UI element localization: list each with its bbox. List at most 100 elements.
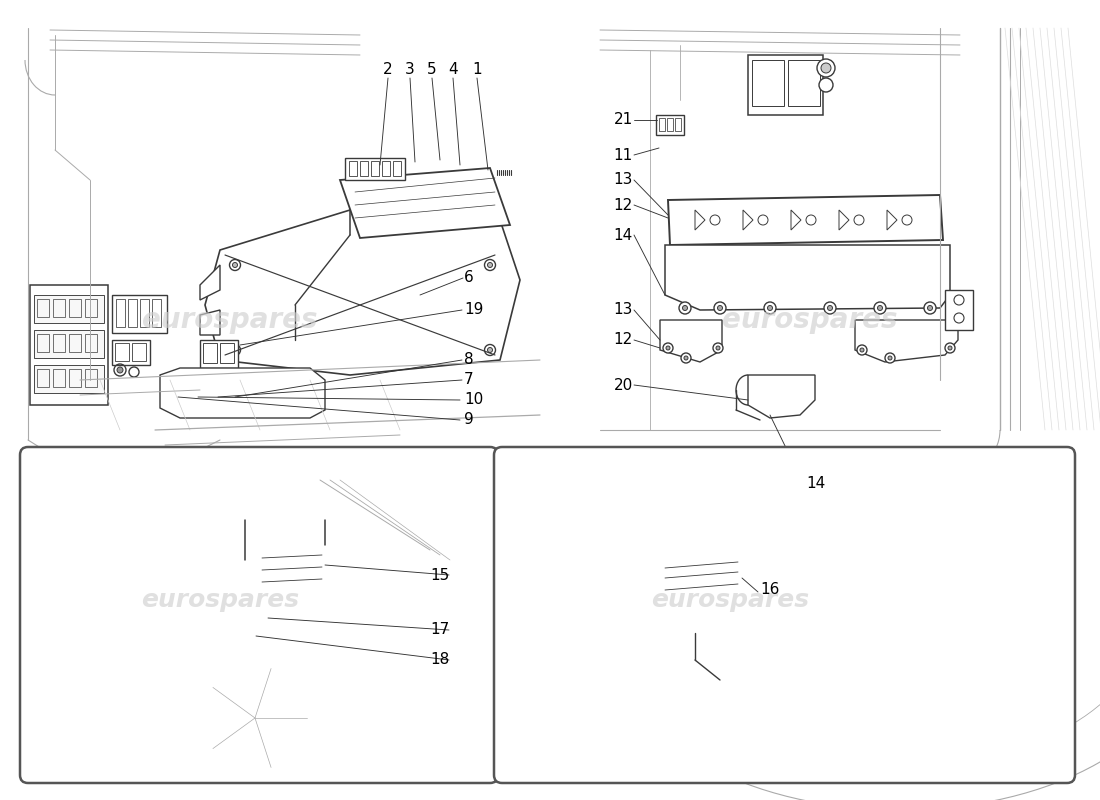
Circle shape (817, 59, 835, 77)
Bar (152, 299, 161, 327)
Text: 19: 19 (464, 302, 483, 318)
Text: 14: 14 (806, 477, 825, 491)
Circle shape (232, 347, 238, 353)
Polygon shape (666, 245, 950, 310)
Bar (128, 299, 138, 327)
Bar (116, 343, 129, 361)
Polygon shape (340, 168, 510, 238)
Text: eurospares: eurospares (142, 306, 318, 334)
Circle shape (945, 343, 955, 353)
Circle shape (717, 306, 723, 310)
Circle shape (211, 391, 226, 405)
Polygon shape (90, 738, 120, 775)
Circle shape (666, 346, 670, 350)
Bar (233, 585, 244, 595)
Bar (116, 299, 125, 327)
Polygon shape (200, 265, 220, 300)
Text: 9: 9 (464, 413, 474, 427)
Text: 13: 13 (614, 302, 632, 318)
Bar (34, 295, 104, 323)
Bar (705, 607, 717, 617)
Bar (69, 334, 81, 352)
Text: eurospares: eurospares (141, 588, 299, 612)
Bar (112, 340, 150, 365)
Bar (219, 585, 230, 595)
Text: 12: 12 (614, 333, 632, 347)
Text: 15: 15 (431, 567, 450, 582)
Text: 12: 12 (614, 198, 632, 213)
Circle shape (713, 343, 723, 353)
Bar (675, 619, 688, 629)
Bar (748, 55, 823, 115)
Bar (371, 161, 380, 176)
Circle shape (827, 306, 833, 310)
Circle shape (235, 395, 241, 401)
Circle shape (663, 343, 673, 353)
Polygon shape (250, 540, 330, 598)
Circle shape (195, 395, 201, 401)
Polygon shape (668, 195, 943, 245)
Circle shape (948, 346, 951, 350)
Polygon shape (200, 310, 220, 335)
Bar (204, 343, 217, 363)
Bar (393, 161, 402, 176)
Bar (69, 369, 81, 387)
Bar (535, 580, 580, 600)
Bar (140, 299, 148, 327)
Bar (53, 299, 65, 317)
Bar (708, 678, 754, 708)
Circle shape (714, 302, 726, 314)
Text: 10: 10 (464, 393, 483, 407)
Bar (535, 655, 585, 690)
Circle shape (271, 391, 285, 405)
Bar (690, 619, 702, 629)
Circle shape (821, 63, 830, 73)
FancyBboxPatch shape (20, 447, 498, 783)
Bar (345, 158, 405, 180)
Circle shape (886, 353, 895, 363)
Bar (945, 290, 974, 330)
Bar (656, 115, 684, 135)
Bar (220, 343, 234, 363)
Circle shape (874, 302, 886, 314)
Circle shape (190, 653, 320, 783)
Bar (30, 285, 108, 405)
Circle shape (232, 262, 238, 267)
Circle shape (927, 306, 933, 310)
Text: 14: 14 (614, 227, 632, 242)
Circle shape (824, 302, 836, 314)
Circle shape (679, 302, 691, 314)
Polygon shape (205, 210, 520, 375)
Bar (85, 369, 97, 387)
Text: 20: 20 (614, 378, 632, 393)
Text: 8: 8 (464, 353, 474, 367)
Bar (34, 365, 104, 393)
Circle shape (682, 306, 688, 310)
Bar (37, 299, 50, 317)
Circle shape (231, 391, 245, 405)
Circle shape (857, 345, 867, 355)
Circle shape (248, 710, 263, 726)
Circle shape (191, 391, 205, 405)
Bar (37, 369, 50, 387)
Text: 4: 4 (448, 62, 458, 78)
Circle shape (681, 353, 691, 363)
Bar (85, 334, 97, 352)
Polygon shape (855, 320, 958, 362)
Bar (349, 161, 358, 176)
Text: 21: 21 (614, 113, 632, 127)
Circle shape (924, 302, 936, 314)
Circle shape (117, 367, 123, 373)
Polygon shape (1030, 738, 1060, 775)
Bar (219, 572, 230, 582)
Bar (382, 161, 390, 176)
Bar (705, 619, 717, 629)
Circle shape (684, 356, 688, 360)
Polygon shape (748, 375, 815, 418)
Polygon shape (214, 565, 250, 605)
Bar (200, 340, 238, 368)
Text: 11: 11 (614, 147, 632, 162)
Circle shape (878, 306, 882, 310)
Bar (690, 607, 702, 617)
Bar (112, 295, 167, 333)
